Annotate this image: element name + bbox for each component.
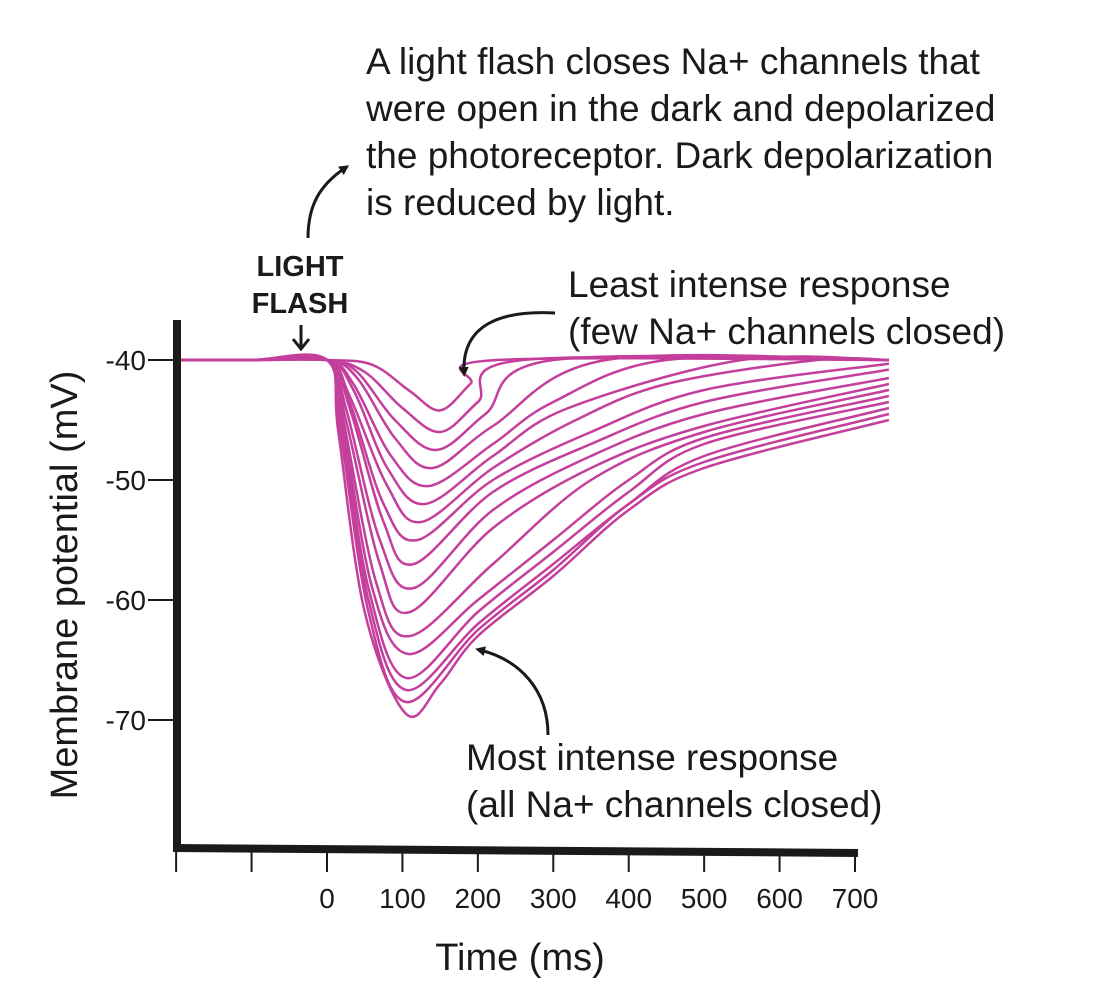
x-tick-label: 400 [605, 883, 652, 914]
curved-arrow-icon [306, 165, 350, 239]
response-curve-8 [176, 355, 890, 542]
response-curve-14 [176, 353, 890, 680]
svg-text:Most intense response: Most intense response [466, 737, 838, 778]
light-flash-label-line2: FLASH [252, 288, 349, 320]
most-intense-label: Most intense response (all Na+ channels … [466, 737, 882, 825]
svg-text:the photoreceptor. Dark depola: the photoreceptor. Dark depolarization [366, 135, 993, 176]
x-tick-label: 500 [681, 883, 728, 914]
x-axis-label: Time (ms) [435, 937, 605, 979]
y-axis-label: Membrane potential (mV) [44, 371, 86, 800]
response-curves [176, 353, 890, 718]
down-arrow-icon [291, 325, 311, 352]
response-curve-13 [176, 354, 890, 656]
response-curve-9 [176, 355, 890, 566]
x-tick-label: 700 [832, 883, 879, 914]
light-flash-label-line1: LIGHT [257, 251, 344, 283]
y-tick-label: -50 [106, 465, 146, 496]
svg-text:A light flash closes Na+ chann: A light flash closes Na+ channels that [366, 41, 981, 82]
y-tick-label: -40 [106, 345, 146, 376]
curved-arrow-icon [458, 311, 556, 377]
x-ticks: 0 100 200 300 400 500 600 700 [175, 850, 879, 914]
x-tick-label: 0 [319, 883, 335, 914]
x-tick-label: 200 [455, 883, 502, 914]
y-tick-label: -70 [106, 705, 146, 736]
response-curve-15 [176, 353, 890, 692]
svg-text:(few Na+ channels closed): (few Na+ channels closed) [568, 311, 1005, 352]
x-axis [172, 844, 859, 857]
response-curve-17 [176, 353, 890, 718]
y-tick-label: -60 [106, 585, 146, 616]
curved-arrow-icon [475, 646, 550, 736]
response-curve-1 [176, 356, 889, 412]
x-tick-label: 600 [756, 883, 803, 914]
response-curve-10 [176, 355, 890, 590]
svg-text:(all Na+ channels closed): (all Na+ channels closed) [466, 784, 882, 825]
least-intense-label: Least intense response (few Na+ channels… [568, 264, 1005, 352]
svg-text:is reduced by light.: is reduced by light. [366, 182, 675, 223]
y-ticks: -40 -50 -60 -70 [106, 345, 175, 736]
svg-text:were open in the dark and depo: were open in the dark and depolarized [365, 88, 995, 129]
response-curve-6 [176, 355, 889, 506]
x-tick-label: 100 [379, 883, 426, 914]
response-curve-3 [176, 354, 889, 452]
svg-text:Least intense response: Least intense response [568, 264, 951, 305]
x-tick-label: 300 [530, 883, 577, 914]
top-note: A light flash closes Na+ channels that w… [365, 41, 995, 223]
